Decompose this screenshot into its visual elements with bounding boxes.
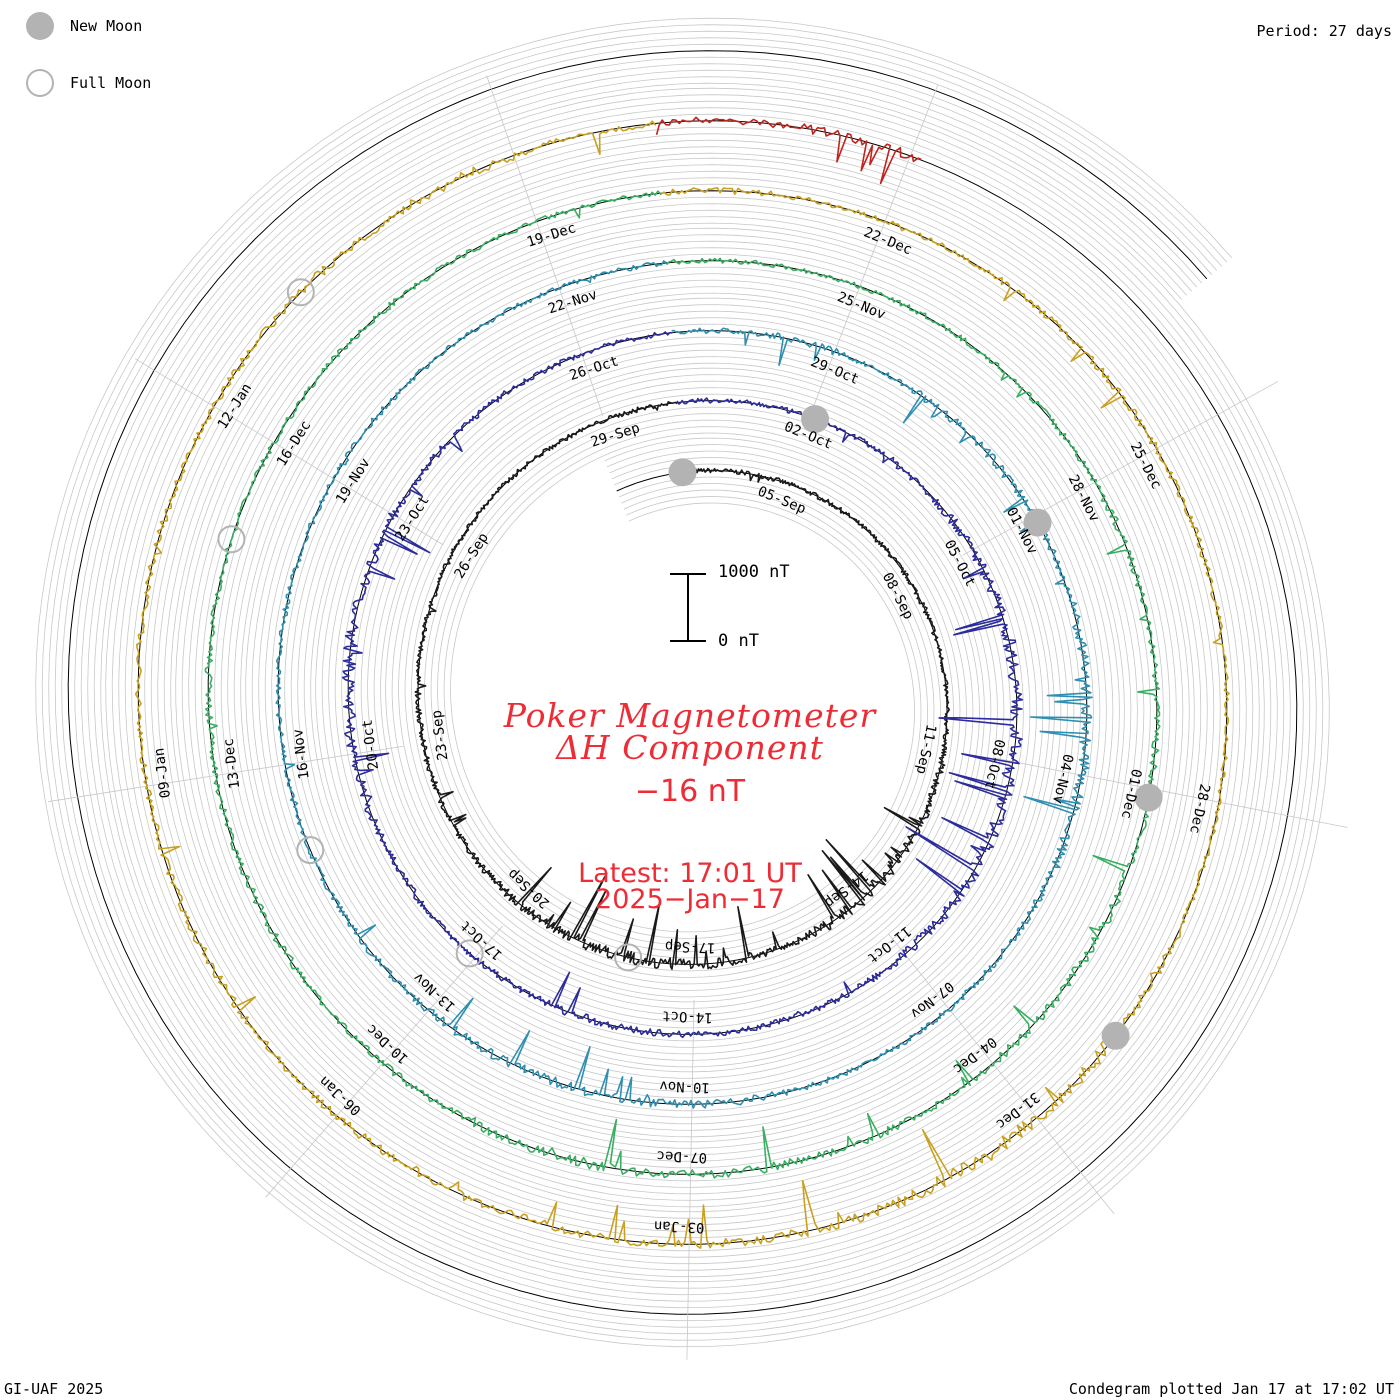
legend-full-moon-label: Full Moon	[70, 74, 152, 92]
series-trace	[655, 116, 922, 185]
latest-date: 2025−Jan−17	[595, 884, 785, 915]
grid-spiral	[93, 76, 1272, 1289]
series-trace	[275, 260, 1093, 1109]
full-moon-marker	[217, 525, 246, 554]
full-moon-marker	[296, 836, 325, 865]
data-series	[134, 116, 1230, 1249]
plotted-timestamp: Condegram plotted Jan 17 at 17:02 UT	[1068, 1380, 1394, 1398]
series-trace	[341, 331, 1024, 1039]
full-moon-marker	[614, 943, 643, 972]
day-spoke	[887, 933, 1115, 1215]
day-spoke	[962, 381, 1279, 556]
new-moon-marker	[1134, 783, 1163, 812]
grid-spiral	[48, 30, 1317, 1335]
grid-spiral	[74, 56, 1291, 1309]
new-moon-marker	[1101, 1021, 1130, 1050]
latest-time: Latest: 17:01 UT	[578, 858, 802, 889]
scale-bar	[670, 573, 706, 642]
date-tick-label: 16-Nov	[290, 728, 313, 780]
date-tick-label: 03-Jan	[654, 1217, 705, 1235]
chart-title: Poker Magnetometer	[503, 696, 877, 735]
period-label: Period: 27 days	[1256, 22, 1392, 40]
series-trace	[134, 120, 1230, 1249]
scale-bottom-label: 0 nT	[718, 631, 759, 651]
full-moon-marker	[455, 939, 484, 968]
date-tick-label: 13-Dec	[221, 737, 244, 789]
series-trace	[204, 190, 1161, 1179]
day-spoke	[994, 757, 1348, 828]
date-tick-label: 10-Nov	[659, 1077, 710, 1095]
date-tick-label: 26-Sep	[451, 530, 492, 581]
date-tick-label: 23-Oct	[392, 493, 433, 544]
date-tick-label: 23-Sep	[429, 709, 452, 761]
day-spoke	[486, 75, 604, 417]
new-moon-marker	[668, 458, 697, 487]
grid-spiral	[41, 24, 1324, 1341]
legend-new-moon: New Moon	[26, 12, 142, 40]
credit-label: GI-UAF 2025	[4, 1380, 104, 1398]
date-tick-label: 20-Oct	[360, 719, 383, 771]
new-moon-marker	[801, 405, 830, 434]
spiral-grid	[35, 17, 1330, 1348]
grid-spiral	[87, 69, 1278, 1296]
series-trace	[414, 401, 950, 970]
day-spoke	[265, 925, 503, 1198]
date-tick-label: 28-Dec	[1186, 782, 1212, 835]
date-tick-label: 14-Oct	[662, 1007, 713, 1025]
date-tick-label: 16-Dec	[274, 418, 315, 469]
date-tick-label: 07-Dec	[656, 1147, 707, 1165]
day-spokes	[47, 75, 1348, 1360]
moon-markers	[217, 278, 1163, 1050]
day-spoke	[47, 745, 404, 803]
date-tick-label: 12-Jan	[215, 381, 256, 432]
day-spoke	[686, 999, 695, 1360]
grid-spiral	[100, 82, 1265, 1283]
full-moon-marker	[286, 278, 315, 307]
date-tick-label: 29-Sep	[589, 420, 642, 451]
scale-top-label: 1000 nT	[718, 562, 790, 582]
date-tick-label: 19-Dec	[525, 220, 578, 251]
grid-spiral	[54, 37, 1311, 1328]
new-moon-marker	[1023, 508, 1052, 537]
current-value: −16 nT	[634, 774, 746, 809]
chart-subtitle: ΔH Component	[556, 728, 824, 767]
date-tick-label: 09-Jan	[151, 747, 174, 799]
day-spoke	[807, 84, 939, 421]
legend-full-moon: Full Moon	[26, 69, 151, 97]
grid-spiral	[61, 43, 1304, 1322]
date-tick-label: 17-Sep	[665, 937, 716, 955]
date-tick-label: 22-Nov	[546, 287, 599, 318]
date-tick-label: 26-Oct	[568, 353, 621, 384]
grid-spiral	[80, 63, 1285, 1302]
grid-spiral	[35, 17, 1330, 1348]
legend-new-moon-label: New Moon	[70, 17, 143, 35]
new-moon-icon	[26, 12, 54, 40]
full-moon-icon	[26, 69, 54, 97]
